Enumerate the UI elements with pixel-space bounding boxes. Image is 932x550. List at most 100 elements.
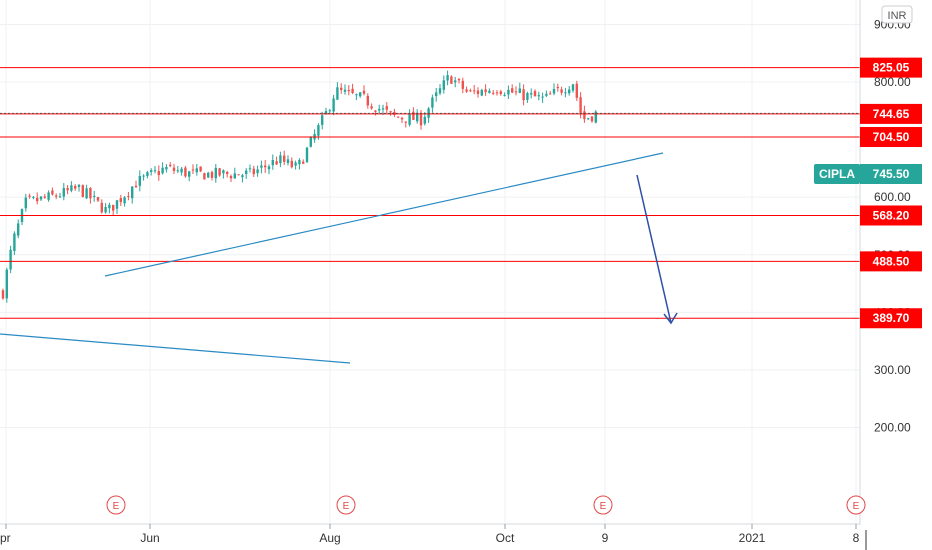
candle-body bbox=[85, 188, 88, 199]
symbol-tag-label: CIPLA bbox=[819, 167, 855, 181]
candle-body bbox=[131, 186, 134, 199]
level-tag-bg bbox=[860, 205, 922, 226]
event-circle bbox=[846, 495, 866, 515]
candle-body bbox=[108, 204, 111, 209]
candle-body bbox=[100, 202, 103, 213]
candle-body bbox=[590, 116, 594, 122]
candle-body bbox=[488, 90, 491, 93]
candle-body bbox=[309, 137, 312, 147]
candle-body bbox=[556, 86, 559, 89]
time-axis[interactable]: pr Jun Aug Oct 9 2021 8 bbox=[0, 523, 860, 545]
candle-body bbox=[347, 90, 350, 92]
candle-body bbox=[256, 169, 259, 174]
candle-body bbox=[203, 173, 206, 180]
candle-body bbox=[484, 89, 487, 93]
level-tag-label: 825.05 bbox=[873, 61, 910, 75]
time-tick-label: 8 bbox=[853, 531, 860, 545]
candle-body bbox=[579, 97, 582, 113]
time-tick-label: 2021 bbox=[739, 531, 766, 545]
candle-body bbox=[537, 95, 540, 97]
candle-body bbox=[267, 166, 271, 170]
lower-trendline[interactable] bbox=[0, 333, 351, 364]
candle-body bbox=[503, 94, 506, 96]
earnings-event-marker[interactable]: E bbox=[336, 495, 356, 515]
candle-body bbox=[533, 91, 537, 97]
candle-body bbox=[476, 90, 480, 94]
candle-body bbox=[62, 188, 65, 197]
candle-body bbox=[191, 169, 195, 171]
earnings-event-marker[interactable]: E bbox=[846, 495, 866, 515]
candle-body bbox=[207, 172, 210, 178]
candle-body bbox=[123, 197, 126, 204]
candle-body bbox=[507, 89, 510, 95]
time-tick-label: Jun bbox=[140, 531, 159, 545]
candle-body bbox=[93, 195, 96, 197]
time-tick-label: pr bbox=[0, 531, 11, 545]
price-tick-label: 300.00 bbox=[874, 363, 911, 377]
trend-drawings[interactable] bbox=[0, 152, 678, 364]
candle-body bbox=[119, 198, 122, 203]
projection-arrow-line[interactable] bbox=[636, 174, 672, 324]
candle-body bbox=[74, 185, 77, 189]
last-price-tag-bg bbox=[860, 164, 922, 184]
candle-body bbox=[514, 91, 518, 93]
event-circle bbox=[336, 495, 356, 515]
candle-body bbox=[279, 155, 282, 164]
candle-body bbox=[564, 92, 567, 94]
candle-body bbox=[332, 98, 335, 112]
candle-body bbox=[28, 195, 31, 197]
candle-body bbox=[286, 159, 290, 163]
candle-body bbox=[153, 170, 157, 172]
candle-body bbox=[461, 80, 464, 89]
candle-body bbox=[290, 160, 293, 168]
currency-badge-label: INR bbox=[888, 10, 907, 22]
time-tick-label: 9 bbox=[602, 531, 609, 545]
level-tag-bg bbox=[860, 127, 922, 148]
candle-body bbox=[157, 171, 160, 176]
candle-body bbox=[81, 185, 84, 197]
candle-body bbox=[210, 172, 214, 178]
candle-body bbox=[112, 204, 115, 211]
level-tag-label: 389.70 bbox=[873, 311, 910, 325]
time-tick-label: Oct bbox=[496, 531, 515, 545]
currency-badge-bg bbox=[881, 5, 913, 24]
candle-body bbox=[199, 166, 202, 172]
support-trendline[interactable] bbox=[104, 152, 664, 277]
candle-body bbox=[138, 176, 141, 186]
candle-body bbox=[435, 92, 438, 97]
candle-body bbox=[522, 89, 525, 101]
candle-body bbox=[594, 111, 597, 123]
candle-body bbox=[96, 196, 100, 201]
candle-body bbox=[511, 88, 514, 93]
candle-body bbox=[5, 269, 8, 299]
candle-body bbox=[343, 89, 347, 92]
candle-body bbox=[370, 106, 373, 109]
earnings-event-marker[interactable]: E bbox=[593, 495, 613, 515]
candle-body bbox=[541, 96, 544, 98]
candle-body bbox=[473, 90, 476, 92]
candle-body bbox=[328, 110, 331, 112]
symbol-tag-bg bbox=[814, 164, 860, 184]
candle-body bbox=[374, 110, 377, 112]
candle-body bbox=[245, 170, 248, 175]
candle-body bbox=[165, 166, 168, 170]
horizontal-levels[interactable] bbox=[0, 67, 860, 319]
candle-body bbox=[385, 106, 388, 110]
level-tag-label: 568.20 bbox=[873, 208, 910, 222]
currency-badge[interactable]: INR bbox=[881, 5, 913, 24]
candle-body bbox=[150, 170, 153, 172]
candle-body bbox=[378, 108, 381, 111]
candle-body bbox=[587, 118, 590, 120]
earnings-event-marker[interactable]: E bbox=[106, 495, 126, 515]
event-circle bbox=[593, 495, 613, 515]
candle-body bbox=[480, 89, 483, 96]
candle-body bbox=[77, 184, 81, 187]
candle-body bbox=[172, 167, 176, 171]
candle-body bbox=[389, 111, 392, 113]
candle-body bbox=[51, 190, 54, 195]
candle-body bbox=[457, 79, 461, 81]
candle-body bbox=[229, 175, 233, 179]
grid-lines bbox=[0, 0, 860, 524]
